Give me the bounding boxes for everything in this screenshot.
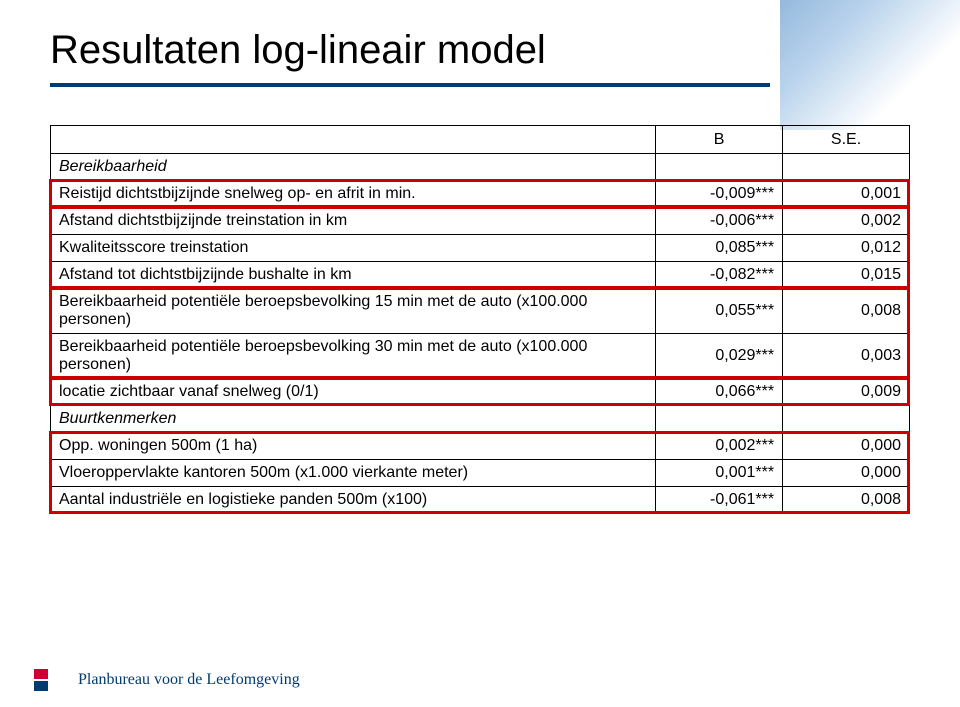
table-row: Bereikbaarheid potentiële beroepsbevolki…	[51, 289, 910, 334]
row-se: 0,008	[783, 289, 910, 334]
table-row: Bereikbaarheid potentiële beroepsbevolki…	[51, 334, 910, 379]
table-row: Reistijd dichtstbijzijnde snelweg op- en…	[51, 181, 910, 208]
header-blank	[51, 126, 656, 154]
table-row: locatie zichtbaar vanaf snelweg (0/1) 0,…	[51, 379, 910, 406]
table-row: Afstand dichtstbijzijnde treinstation in…	[51, 208, 910, 235]
cell-blank	[783, 406, 910, 433]
table-row: Kwaliteitsscore treinstation 0,085*** 0,…	[51, 235, 910, 262]
row-b: 0,085***	[656, 235, 783, 262]
row-b: -0,009***	[656, 181, 783, 208]
table-row: Vloeroppervlakte kantoren 500m (x1.000 v…	[51, 460, 910, 487]
row-se: 0,008	[783, 487, 910, 514]
footer-text: Planbureau voor de Leefomgeving	[78, 671, 300, 689]
table-header-row: B S.E.	[51, 126, 910, 154]
row-label: Reistijd dichtstbijzijnde snelweg op- en…	[51, 181, 656, 208]
section-label: Buurtkenmerken	[51, 406, 656, 433]
section-bereikbaarheid: Bereikbaarheid	[51, 154, 910, 181]
section-buurtkenmerken: Buurtkenmerken	[51, 406, 910, 433]
results-table-wrapper: B S.E. Bereikbaarheid Reistijd dichtstbi…	[50, 125, 910, 514]
cell-blank	[783, 154, 910, 181]
row-label: Aantal industriële en logistieke panden …	[51, 487, 656, 514]
row-b: 0,055***	[656, 289, 783, 334]
row-label: Afstand tot dichtstbijzijnde bushalte in…	[51, 262, 656, 289]
row-se: 0,000	[783, 433, 910, 460]
row-label: Bereikbaarheid potentiële beroepsbevolki…	[51, 334, 656, 379]
row-label: Vloeroppervlakte kantoren 500m (x1.000 v…	[51, 460, 656, 487]
cell-blank	[656, 406, 783, 433]
table-row: Aantal industriële en logistieke panden …	[51, 487, 910, 514]
section-label: Bereikbaarheid	[51, 154, 656, 181]
row-label: Opp. woningen 500m (1 ha)	[51, 433, 656, 460]
footer-logo-icon	[34, 669, 68, 691]
row-b: -0,061***	[656, 487, 783, 514]
table-row: Afstand tot dichtstbijzijnde bushalte in…	[51, 262, 910, 289]
footer: Planbureau voor de Leefomgeving	[34, 669, 300, 691]
row-b: 0,002***	[656, 433, 783, 460]
row-b: -0,006***	[656, 208, 783, 235]
table-row: Opp. woningen 500m (1 ha) 0,002*** 0,000	[51, 433, 910, 460]
row-label: Afstand dichtstbijzijnde treinstation in…	[51, 208, 656, 235]
title-underline	[50, 83, 770, 87]
row-se: 0,012	[783, 235, 910, 262]
row-b: 0,029***	[656, 334, 783, 379]
row-b: 0,001***	[656, 460, 783, 487]
row-se: 0,015	[783, 262, 910, 289]
row-label: Bereikbaarheid potentiële beroepsbevolki…	[51, 289, 656, 334]
header-b: B	[656, 126, 783, 154]
row-se: 0,009	[783, 379, 910, 406]
row-se: 0,001	[783, 181, 910, 208]
row-label: locatie zichtbaar vanaf snelweg (0/1)	[51, 379, 656, 406]
slide-content: Resultaten log-lineair model B S.E. Bere…	[0, 0, 960, 514]
cell-blank	[656, 154, 783, 181]
slide-title: Resultaten log-lineair model	[50, 28, 910, 73]
row-label: Kwaliteitsscore treinstation	[51, 235, 656, 262]
results-table: B S.E. Bereikbaarheid Reistijd dichtstbi…	[50, 125, 910, 514]
row-se: 0,002	[783, 208, 910, 235]
row-se: 0,003	[783, 334, 910, 379]
row-b: 0,066***	[656, 379, 783, 406]
row-se: 0,000	[783, 460, 910, 487]
header-se: S.E.	[783, 126, 910, 154]
row-b: -0,082***	[656, 262, 783, 289]
